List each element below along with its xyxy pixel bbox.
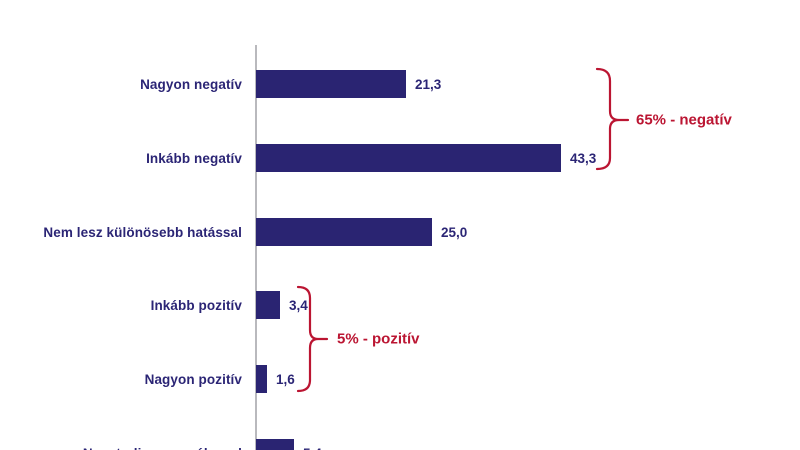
category-label: Nagyon pozitív bbox=[144, 371, 242, 387]
chart-row: Inkább negatív 43,3 bbox=[0, 121, 800, 195]
value-label: 25,0 bbox=[441, 224, 468, 240]
bar-inkabb-pozitiv bbox=[256, 291, 280, 319]
bar-nagyon-negativ bbox=[256, 70, 406, 98]
chart-row: Nagyon negatív 21,3 bbox=[0, 47, 800, 121]
category-label: Nem tudja, nem válaszol bbox=[0, 446, 242, 450]
category-label: Inkább pozitív bbox=[150, 297, 242, 313]
negative-total-annotation: 65% - negatív bbox=[636, 111, 732, 129]
chart-row: Nagyon pozitív 1,6 bbox=[0, 342, 800, 416]
category-label: Nem lesz különösebb hatással bbox=[43, 224, 242, 240]
value-label: 43,3 bbox=[570, 150, 597, 166]
positive-total-annotation: 5% - pozitív bbox=[337, 330, 420, 348]
bar-nem-tudja bbox=[256, 439, 294, 450]
chart-row: Nem tudja, nem válaszol 5,4 bbox=[0, 416, 800, 450]
value-label: 3,4 bbox=[289, 297, 308, 313]
value-label: 21,3 bbox=[415, 76, 442, 92]
value-label: 5,4 bbox=[303, 446, 322, 450]
chart-row: Nem lesz különösebb hatással 25,0 bbox=[0, 195, 800, 269]
bar-nagyon-pozitiv bbox=[256, 365, 267, 393]
value-label: 1,6 bbox=[276, 371, 295, 387]
bar-nem-lesz-hatassal bbox=[256, 218, 432, 246]
y-axis-line bbox=[255, 45, 257, 450]
category-label: Inkább negatív bbox=[146, 150, 242, 166]
bar-inkabb-negativ bbox=[256, 144, 561, 172]
category-label: Nagyon negatív bbox=[140, 76, 242, 92]
